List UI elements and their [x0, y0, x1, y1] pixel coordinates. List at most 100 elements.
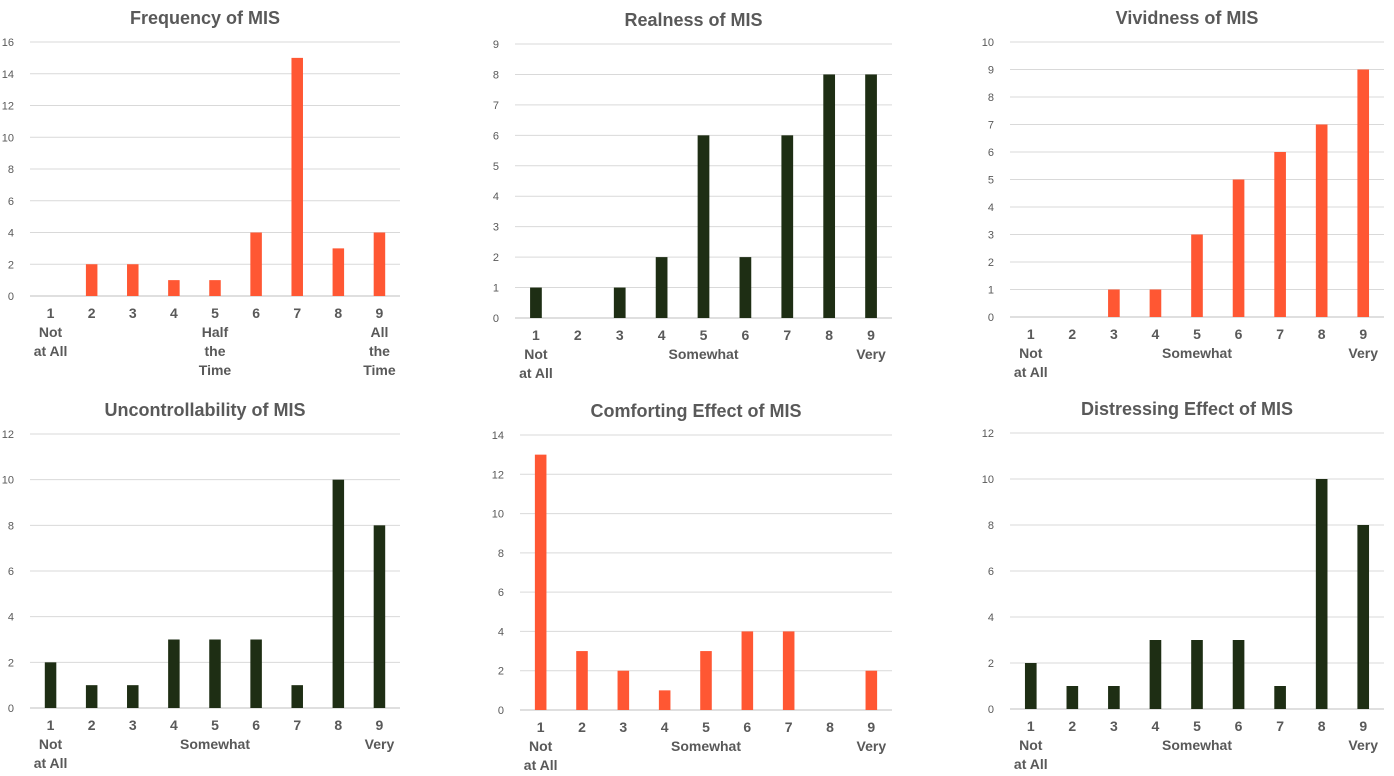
x-tick-label: 2: [88, 717, 96, 733]
bar-2: [576, 651, 588, 710]
x-tick-label: 2: [1068, 326, 1076, 342]
y-tick-label: 12: [492, 469, 504, 481]
bar-4: [168, 639, 180, 708]
x-anchor-label: Time: [199, 362, 232, 378]
y-tick-label: 12: [982, 428, 994, 440]
bar-8: [332, 479, 345, 708]
bar-5: [209, 639, 221, 708]
x-tick-label: 5: [700, 327, 708, 343]
bar-7: [781, 135, 794, 318]
chart-title: Distressing Effect of MIS: [1081, 399, 1293, 419]
x-anchor-label: Very: [857, 738, 887, 754]
chart-title: Realness of MIS: [624, 10, 762, 30]
bar-4: [655, 257, 668, 318]
bar-9: [865, 670, 878, 710]
chart-title: Comforting Effect of MIS: [591, 401, 802, 421]
y-tick-label: 0: [988, 312, 994, 324]
chart-panel-6: Distressing Effect of MIS 0 2 4 6 8 10 12 1 Not at…: [982, 399, 1384, 772]
x-tick-label: 5: [211, 717, 219, 733]
x-tick-label: 1: [532, 327, 540, 343]
x-tick-label: 8: [334, 717, 342, 733]
x-tick-label: 6: [1235, 718, 1243, 734]
x-tick-label: 4: [170, 717, 178, 733]
bar-4: [1149, 289, 1162, 317]
x-tick-label: 4: [658, 327, 666, 343]
x-tick-label: 3: [619, 719, 627, 735]
x-anchor-label: at All: [34, 755, 68, 771]
x-anchor-label: the: [369, 343, 390, 359]
x-tick-label: 6: [252, 305, 260, 321]
x-tick-label: 9: [867, 327, 875, 343]
bar-4: [1149, 640, 1162, 709]
y-tick-label: 4: [493, 191, 499, 203]
x-tick-label: 3: [129, 305, 137, 321]
x-tick-label: 6: [1235, 326, 1243, 342]
x-anchor-label: Very: [365, 736, 395, 752]
bar-4: [168, 280, 180, 296]
y-tick-label: 0: [493, 313, 499, 325]
x-tick-label: 9: [867, 719, 875, 735]
y-tick-label: 14: [2, 69, 14, 81]
x-tick-label: 7: [1276, 718, 1284, 734]
bar-3: [127, 685, 139, 708]
x-tick-label: 6: [741, 327, 749, 343]
x-anchor-label: Not: [39, 736, 63, 752]
x-anchor-label: Not: [524, 346, 548, 362]
bar-6: [739, 257, 752, 318]
x-tick-label: 8: [1318, 718, 1326, 734]
y-tick-label: 3: [988, 230, 994, 242]
bar-3: [127, 264, 139, 296]
bar-5: [209, 280, 221, 296]
y-tick-label: 8: [8, 520, 14, 532]
x-anchor-label: Half: [202, 324, 229, 340]
x-tick-label: 2: [578, 719, 586, 735]
x-anchor-label: Somewhat: [1162, 737, 1232, 753]
x-tick-label: 2: [574, 327, 582, 343]
x-tick-label: 1: [1027, 326, 1035, 342]
x-anchor-label: Very: [856, 346, 886, 362]
x-tick-label: 3: [616, 327, 624, 343]
y-tick-label: 10: [2, 475, 14, 487]
x-tick-label: 9: [376, 717, 384, 733]
y-tick-label: 6: [988, 147, 994, 159]
x-tick-label: 6: [252, 717, 260, 733]
y-tick-label: 8: [498, 548, 504, 560]
y-tick-label: 2: [988, 257, 994, 269]
chart-panel-1: Frequency of MIS 0 2 4 6 8 10 12 14 16 1 Not at All 2…: [2, 8, 400, 378]
x-tick-label: 5: [1193, 718, 1201, 734]
x-tick-label: 9: [1359, 326, 1367, 342]
x-tick-label: 8: [1318, 326, 1326, 342]
y-tick-label: 4: [988, 202, 994, 214]
bar-5: [1191, 640, 1203, 709]
x-anchor-label: Somewhat: [1162, 345, 1232, 361]
x-tick-label: 2: [1068, 718, 1076, 734]
bar-1: [534, 454, 547, 710]
chart-title: Uncontrollability of MIS: [105, 400, 306, 420]
y-tick-label: 0: [8, 703, 14, 715]
y-tick-label: 2: [8, 657, 14, 669]
x-tick-label: 9: [376, 305, 384, 321]
y-tick-label: 14: [492, 430, 504, 442]
y-tick-label: 7: [493, 100, 499, 112]
x-tick-label: 9: [1359, 718, 1367, 734]
x-tick-label: 7: [293, 717, 301, 733]
x-anchor-label: the: [205, 343, 226, 359]
y-tick-label: 9: [988, 65, 994, 77]
chart-panel-5: Comforting Effect of MIS 0 2 4 6 8 10 12 14 1 Not a…: [492, 401, 892, 773]
x-tick-label: 3: [129, 717, 137, 733]
bar-2: [85, 685, 98, 708]
x-tick-label: 5: [211, 305, 219, 321]
y-tick-label: 4: [498, 626, 504, 638]
y-tick-label: 10: [982, 474, 994, 486]
bar-1: [1024, 663, 1037, 709]
x-anchor-label: Not: [1019, 345, 1043, 361]
bar-9: [373, 525, 386, 708]
bar-3: [617, 670, 630, 710]
x-anchor-label: Very: [1348, 737, 1378, 753]
x-tick-label: 1: [1027, 718, 1035, 734]
x-anchor-label: Somewhat: [180, 736, 250, 752]
y-tick-label: 8: [988, 520, 994, 532]
x-anchor-label: Time: [363, 362, 396, 378]
x-anchor-label: Not: [39, 324, 63, 340]
